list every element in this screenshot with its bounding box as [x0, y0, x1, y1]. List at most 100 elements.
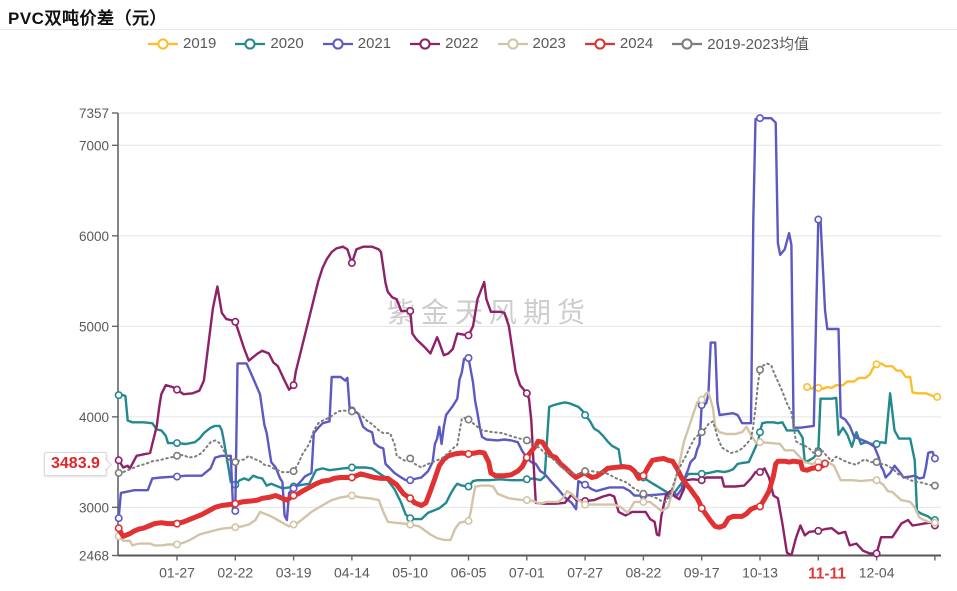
- legend-item-2019[interactable]: 2019: [148, 35, 216, 52]
- series-marker-2020: [581, 411, 590, 420]
- series-marker-2019-2023均值: [464, 415, 473, 424]
- series-line-2019-2023均值: [117, 362, 936, 503]
- series-line-2022: [117, 245, 937, 557]
- x-tick-label: 07-01: [509, 565, 545, 581]
- series-marker-2023: [347, 491, 356, 500]
- current-date-label-bg: [794, 562, 861, 584]
- watermark: 紫金天风期货: [387, 297, 591, 328]
- current-date-label: 11-11: [808, 566, 846, 583]
- legend-label: 2020: [270, 35, 304, 52]
- x-tick-label: 05-10: [392, 565, 428, 581]
- title-divider: [0, 29, 957, 30]
- series-marker-2020: [172, 439, 181, 448]
- series-marker-2022: [114, 456, 123, 465]
- legend-line-icon: [584, 37, 615, 50]
- y-tick-label: 7000: [79, 138, 109, 153]
- series-marker-2024: [347, 473, 356, 482]
- legend-item-2022[interactable]: 2022: [410, 35, 479, 52]
- series-marker-2023: [172, 540, 181, 549]
- legend-item-2021[interactable]: 2021: [322, 35, 392, 52]
- series-marker-2021: [231, 506, 240, 515]
- series-marker-2022: [406, 306, 415, 315]
- series-marker-2023: [406, 520, 415, 529]
- series-marker-2024: [697, 504, 706, 513]
- series-marker-2020: [522, 475, 531, 484]
- series-marker-2019-2023均值: [639, 489, 648, 498]
- series-marker-2021: [755, 114, 764, 123]
- series-2019: [803, 360, 942, 401]
- series-marker-2019-2023均值: [406, 454, 415, 463]
- series-marker-2024: [406, 494, 415, 503]
- series-marker-2024: [464, 449, 473, 458]
- legend-line-icon: [497, 37, 528, 50]
- series-marker-2024: [289, 491, 298, 500]
- series-marker-2023: [872, 476, 881, 485]
- x-tick-label: 04-14: [334, 565, 370, 581]
- series-marker-2019-2023均值: [814, 449, 823, 458]
- x-tick-label: 08-22: [625, 565, 661, 581]
- series-marker-2024: [755, 502, 764, 511]
- series-marker-2024: [821, 459, 830, 468]
- series-line-2019: [805, 362, 939, 399]
- series-marker-2019-2023均值: [231, 458, 240, 467]
- y-tick-label: 4000: [79, 410, 109, 425]
- series-marker-2022: [172, 385, 181, 394]
- series-marker-2023: [231, 523, 240, 532]
- series-marker-2019-2023均值: [172, 451, 181, 460]
- y-tick-label: 6000: [79, 229, 109, 244]
- legend-line-icon: [322, 37, 353, 50]
- y-axis-labels: 7357 7000 6000 5000 4000 3000 2468: [79, 106, 118, 564]
- series-marker-2021: [814, 215, 823, 224]
- series-marker-2021: [172, 472, 181, 481]
- series-marker-2019-2023均值: [289, 467, 298, 476]
- legend-label: 2022: [445, 35, 479, 52]
- series-marker-2023: [464, 516, 473, 525]
- series-2019-2023均值: [114, 362, 939, 503]
- legend-item-2023[interactable]: 2023: [497, 35, 566, 52]
- y-tick-label: 3000: [79, 500, 109, 515]
- x-tick-label: 03-19: [276, 565, 312, 581]
- series-line-2023: [117, 391, 937, 547]
- series-marker-2021: [406, 476, 415, 485]
- series-marker-2019: [933, 392, 942, 401]
- series-marker-2021: [289, 484, 298, 493]
- series-marker-2019-2023均值: [347, 407, 356, 416]
- x-axis-labels: 01-27 02-22 03-19 04-14 05-10 06-05 07-01 07-27…: [159, 555, 936, 581]
- series-marker-2022: [289, 381, 298, 390]
- series-marker-2019-2023均值: [522, 436, 531, 445]
- series-marker-2023: [697, 395, 706, 404]
- series-marker-2019-2023均值: [581, 467, 590, 476]
- latest-value-callout: 3483.9: [44, 452, 107, 477]
- series-marker-2020: [697, 469, 706, 478]
- x-tick-label: 02-22: [217, 565, 253, 581]
- series-marker-2024: [172, 519, 181, 528]
- series-marker-2019-2023均值: [872, 458, 881, 467]
- series-marker-2022: [814, 526, 823, 535]
- y-tick-label: 5000: [79, 319, 109, 334]
- series-marker-2021: [464, 354, 473, 363]
- legend-label: 2023: [532, 35, 566, 52]
- series-marker-2020: [114, 391, 123, 400]
- legend-item-2020[interactable]: 2020: [235, 35, 304, 52]
- series-marker-2022: [347, 258, 356, 267]
- series-marker-2022: [464, 331, 473, 340]
- legend-item-2024[interactable]: 2024: [584, 35, 653, 52]
- series-marker-2024: [639, 471, 648, 480]
- legend-line-icon: [410, 37, 441, 50]
- series-marker-2022: [697, 476, 706, 485]
- x-tick-label: 06-05: [451, 565, 487, 581]
- series-line-2020: [117, 392, 937, 522]
- series-marker-2020: [755, 428, 764, 437]
- series-marker-2024: [114, 524, 123, 533]
- legend-label: 2021: [357, 35, 392, 52]
- x-tick-label: 09-17: [684, 565, 720, 581]
- legend-item-2019-2023均值[interactable]: 2019-2023均值: [672, 33, 809, 54]
- series-marker-2020: [406, 514, 415, 523]
- x-tick-label: 07-27: [567, 565, 603, 581]
- y-tick-label: 7357: [79, 106, 109, 121]
- y-tick-label: 2468: [79, 549, 109, 564]
- series-marker-2023: [755, 438, 764, 447]
- series-line-2024: [116, 438, 828, 539]
